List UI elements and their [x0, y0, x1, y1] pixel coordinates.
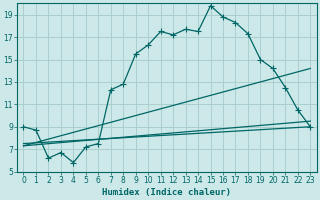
X-axis label: Humidex (Indice chaleur): Humidex (Indice chaleur) [102, 188, 231, 197]
